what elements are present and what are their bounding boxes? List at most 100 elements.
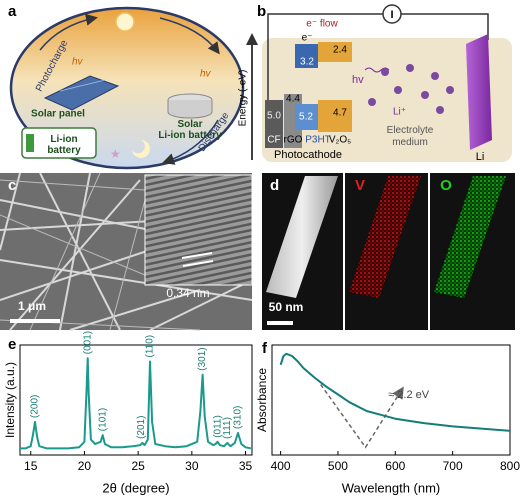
x-tick-label: 600 [385,459,405,473]
x-tick-label: 500 [328,459,348,473]
level-label: 2.4 [333,45,347,56]
fibers [0,172,253,331]
peak-label: (001) [82,331,93,354]
axis-label: Energy (-eV) [238,70,249,127]
panel-label: e [8,336,16,353]
arrow [39,13,98,51]
label: hv [72,57,84,68]
material-label: P3HT [305,135,331,146]
data-line [20,357,252,450]
map-label: V [355,177,365,194]
panel-d: V O 50 nm [262,173,515,330]
label: Photocathode [274,149,342,161]
panel-grid [59,79,106,92]
spacing-mark [182,260,214,267]
panel-label: c [8,177,16,194]
spacing-mark [181,252,213,259]
material-label: V₂O₅ [329,135,351,146]
level-bar [295,104,318,130]
label: Solar Li-ion battery [158,119,222,141]
level-label: 4.4 [286,94,300,105]
label-line: Li-ion [50,134,77,145]
x-tick-label: 20 [78,459,92,473]
x-tick-label: 25 [131,459,145,473]
label: Li [476,151,485,163]
level-label: 3.2 [300,57,314,68]
panel-label: d [270,177,279,194]
x-tick-label: 400 [271,459,291,473]
star: ★ [160,144,171,158]
y-axis-label: Absorbance [255,368,269,432]
peak-label: (110) [145,335,156,358]
annotation: ≈ 2.2 eV [388,389,430,401]
sun [115,12,135,32]
label: hv [200,69,212,80]
level-label: 5.2 [299,112,313,123]
ammeter-label: I [390,9,393,21]
material-label: rGO [284,135,303,146]
data-line [279,352,510,432]
x-tick-label: 800 [500,459,520,473]
battery-icon [21,127,97,159]
label: Li-ion battery [47,134,81,156]
label: Electrolyte medium [387,125,434,148]
ions [368,64,454,114]
peak-label: (301) [197,347,208,370]
map-label: O [440,177,452,194]
peak-label: (011) [212,415,223,438]
panel-c: 0.34 nm 1 μm [0,172,253,331]
label-line: Electrolyte [387,125,434,136]
panel-label: b [257,3,266,20]
nanorod [266,176,338,298]
battery-cell [167,100,213,119]
ammeter [382,4,402,24]
plot-frame [271,344,511,456]
peak-label: (201) [136,416,147,439]
label-line: battery [47,145,81,156]
hrtem-inset [144,174,253,286]
level-label: 5.0 [267,111,281,122]
level-label: 4.7 [333,108,347,119]
level-bar [295,44,318,68]
star: ★ [110,147,121,161]
label: 0.34 nm [166,286,209,300]
wire [267,13,489,100]
label: Li⁺ [393,107,406,118]
label-line: medium [392,137,428,148]
panel-label: a [8,3,17,20]
arrow [162,119,219,165]
label: 50 nm [269,300,304,314]
nanorod-map [349,176,421,298]
panel-label: f [262,340,268,357]
level-bar [318,100,352,132]
solar-panel [43,75,120,111]
label: 1 μm [18,299,46,313]
x-tick-label: 30 [185,459,199,473]
x-tick-label: 700 [443,459,463,473]
label: e⁻ [302,33,313,44]
moon [132,140,150,158]
peak-label: (101) [97,408,108,431]
plot-frame [19,344,253,456]
peak-label: (111) [222,417,233,439]
x-tick-label: 15 [24,459,38,473]
li-anode [466,34,492,150]
label: e⁻ flow [306,19,338,30]
label-line: Solar [177,119,202,130]
x-tick-label: 35 [239,459,253,473]
extrapolation-line [320,384,404,449]
label: hv [352,74,364,86]
x-axis-label: Wavelength (nm) [342,480,441,495]
arrow [159,17,220,55]
peak-label: (310) [233,406,244,429]
y-axis-label: Intensity (a.u.) [3,362,17,438]
peak-label: (200) [30,395,41,418]
panel-b: I e⁻ flow Energy (-eV) 3.2 2.4 4.4 5.0 5… [238,4,512,163]
nanorod-map [434,176,506,298]
material-label: CF [267,135,280,146]
x-axis-label: 2θ (degree) [102,480,169,495]
battery-level [26,134,34,152]
level-bar [265,100,283,148]
